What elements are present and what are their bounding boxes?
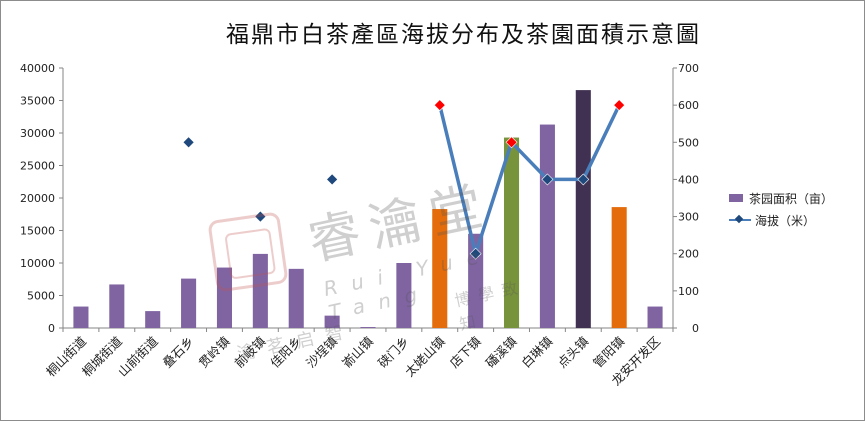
- x-tick-label-13: 白琳镇: [518, 334, 555, 371]
- legend-label-altitude: 海拔（米）: [755, 213, 816, 228]
- x-tick-label-4: 贯岭镇: [195, 334, 232, 371]
- altitude-line: [182, 99, 626, 260]
- bar-10: [432, 209, 448, 328]
- y-right-tick-label: 200: [678, 248, 699, 261]
- x-tick-label-7: 沙埕镇: [303, 334, 340, 371]
- x-tick-label-14: 点头镇: [554, 334, 591, 371]
- y-right-tick-label: 300: [678, 211, 699, 224]
- y-left-tick-label: 35000: [20, 95, 55, 108]
- altitude-marker-3: [182, 136, 195, 149]
- bar-11: [468, 233, 484, 328]
- bar-3: [181, 278, 197, 328]
- x-tick-label-8: 嵛山镇: [339, 334, 376, 371]
- legend-bar-swatch: [729, 194, 743, 202]
- altitude-marker-15: [613, 99, 626, 112]
- x-tick-label-12: 磻溪镇: [483, 334, 520, 371]
- y-left-tick-label: 40000: [20, 62, 55, 75]
- legend-item-area: 茶园面积（亩）: [729, 187, 859, 209]
- bar-8: [360, 327, 376, 329]
- altitude-marker-13: [541, 173, 554, 186]
- altitude-marker-7: [326, 173, 339, 186]
- legend-item-altitude: 海拔（米）: [729, 209, 859, 231]
- y-left-tick-label: 0: [48, 322, 55, 335]
- bar-9: [396, 263, 412, 328]
- legend-line-swatch: [729, 215, 751, 225]
- y-right-tick-label: 600: [678, 99, 699, 112]
- bar-2: [145, 311, 161, 328]
- bar-15: [611, 207, 627, 328]
- altitude-marker-14: [577, 173, 590, 186]
- bar-13: [539, 124, 555, 328]
- y-right-tick-label: 500: [678, 136, 699, 149]
- altitude-marker-12: [505, 136, 518, 149]
- chart-title: 福鼎市白茶產區海拔分布及茶園面積示意圖: [226, 22, 701, 48]
- x-tick-label-3: 叠石乡: [160, 334, 197, 371]
- y-right-tick-label: 0: [692, 322, 699, 335]
- legend: 茶园面积（亩） 海拔（米）: [729, 187, 859, 231]
- y-left-tick-label: 20000: [20, 192, 55, 205]
- bar-12: [503, 137, 520, 328]
- altitude-marker-10: [433, 99, 446, 112]
- y-left-tick-label: 10000: [20, 257, 55, 270]
- y-left-tick-label: 5000: [27, 290, 55, 303]
- legend-label-area: 茶园面积（亩）: [749, 191, 834, 206]
- altitude-polyline: [438, 104, 621, 256]
- x-tick-label-10: 太姥山镇: [402, 334, 448, 380]
- y-left-tick-label: 30000: [20, 127, 55, 140]
- bar-0: [73, 306, 89, 328]
- bar-14: [575, 90, 591, 328]
- bar-6: [288, 268, 304, 328]
- x-tick-label-5: 前岐镇: [231, 334, 268, 371]
- altitude-marker-11: [469, 247, 482, 260]
- y-right-tick-label: 100: [678, 285, 699, 298]
- bar-7: [324, 315, 340, 328]
- y-right-tick-label: 700: [678, 62, 699, 75]
- y-left-tick-label: 25000: [20, 160, 55, 173]
- x-tick-label-11: 店下镇: [447, 334, 484, 371]
- x-tick-label-2: 山前街道: [115, 333, 161, 379]
- bars: [73, 90, 663, 329]
- y-right-tick-label: 400: [678, 173, 699, 186]
- y-left-tick-label: 15000: [20, 225, 55, 238]
- bar-5: [252, 253, 268, 328]
- altitude-marker-5: [254, 210, 267, 223]
- bar-4: [216, 267, 233, 328]
- bar-1: [109, 284, 125, 328]
- x-tick-label-6: 佳阳乡: [267, 334, 304, 371]
- x-tick-labels: 桐山街道桐城街道山前街道叠石乡贯岭镇前岐镇佳阳乡沙埕镇嵛山镇硖门乡太姥山镇店下镇…: [43, 333, 663, 388]
- bar-16: [647, 306, 663, 328]
